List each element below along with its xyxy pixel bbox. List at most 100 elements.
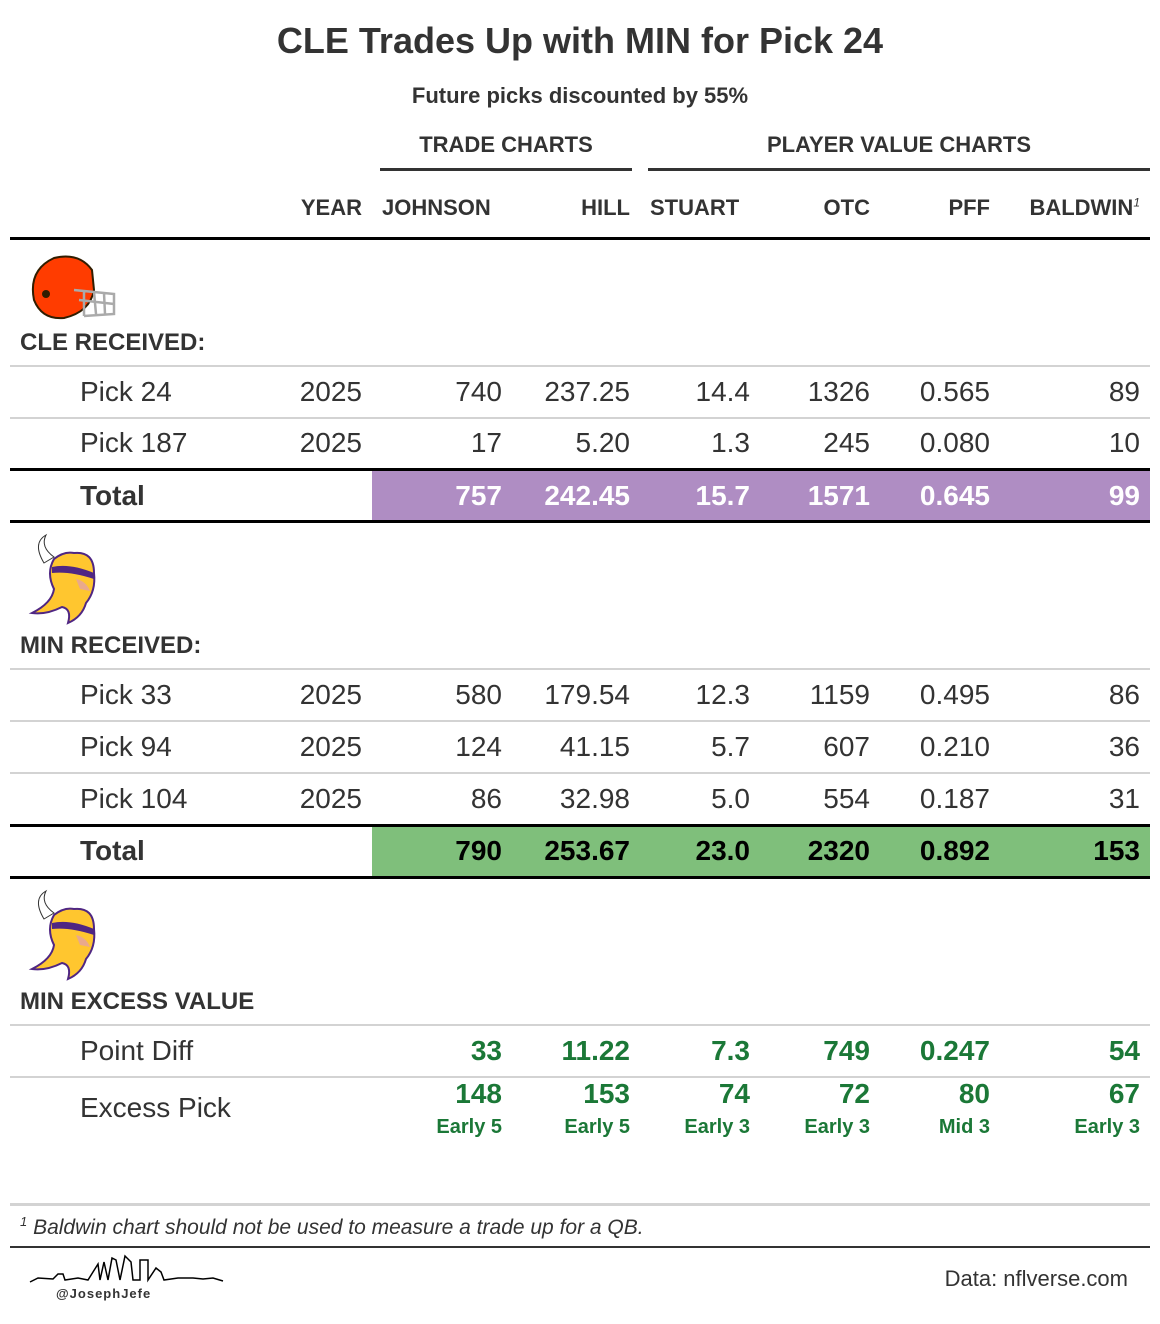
cell-johnson: 790 xyxy=(372,823,512,879)
cell-value: 74 xyxy=(718,1077,750,1109)
cell-value: 554 xyxy=(823,782,870,814)
cell-year: 2025 xyxy=(272,772,372,825)
cell-value: 1326 xyxy=(807,375,870,407)
cell-value: 54 xyxy=(1108,1034,1140,1066)
cell-value: 2025 xyxy=(299,679,362,710)
cell-stuart: 12.3 xyxy=(640,668,760,721)
cell-hill: 179.54 xyxy=(512,668,640,721)
cell-value: 148 xyxy=(455,1077,502,1109)
footnote: 1 Baldwin chart should not be used to me… xyxy=(10,1203,1150,1248)
cell-value: 31 xyxy=(1108,782,1140,814)
cell-stuart: 5.0 xyxy=(640,772,760,825)
cell-johnson: 86 xyxy=(372,772,512,825)
cell-label: Point Diff xyxy=(10,1023,272,1077)
skyline-logo xyxy=(29,1254,224,1283)
cell-hill: 32.98 xyxy=(512,772,640,825)
cell-otc: 1571 xyxy=(760,468,880,523)
table-row: Pick 104 2025 86 32.98 5.0 554 0.187 31 xyxy=(10,772,1150,825)
cell-value: Total xyxy=(80,479,145,511)
cell-value: 99 xyxy=(1108,479,1140,511)
cell-label: Excess Pick xyxy=(10,1075,272,1139)
cell-year xyxy=(272,823,372,879)
col-header-stuart: STUART xyxy=(640,190,760,240)
cell-value: 0.565 xyxy=(919,375,990,407)
cell-otc: 554 xyxy=(760,772,880,825)
cell-value: 2025 xyxy=(299,375,362,407)
cell-value: 1.3 xyxy=(711,427,750,459)
cell-pff: 0.080 xyxy=(880,416,1000,470)
cell-year: 2025 xyxy=(272,364,372,418)
cell-value: 242.45 xyxy=(544,479,630,511)
cell-value: 7.3 xyxy=(711,1034,750,1066)
cell-pff: 0.565 xyxy=(880,364,1000,418)
cell-otc: 245 xyxy=(760,416,880,470)
cell-value: 0.645 xyxy=(919,479,990,511)
cell-value: 32.98 xyxy=(559,782,630,814)
cell-year xyxy=(272,1075,372,1139)
cell-year: 2025 xyxy=(272,416,372,470)
author-handle: @JosephJefe xyxy=(56,1286,152,1301)
cell-johnson: 17 xyxy=(372,416,512,470)
vikings-logo-icon xyxy=(28,889,96,981)
table-row: Pick 24 2025 740 237.25 14.4 1326 0.565 89 xyxy=(10,364,1150,418)
col-header-otc: OTC xyxy=(760,190,880,240)
cell-value: 80 xyxy=(958,1077,990,1109)
cell-stuart: 1.3 xyxy=(640,416,760,470)
cell-value: 10 xyxy=(1108,427,1140,459)
cell-stuart: 7.3 xyxy=(640,1023,760,1077)
cell-johnson: 148 Early 5 xyxy=(372,1075,512,1139)
cell-pff: 80 Mid 3 xyxy=(880,1075,1000,1139)
cell-stuart: 14.4 xyxy=(640,364,760,418)
cell-year: 2025 xyxy=(272,668,372,721)
cell-value: 580 xyxy=(455,679,502,710)
cell-value: Excess Pick xyxy=(80,1092,231,1123)
total-row: Total 757 242.45 15.7 1571 0.645 99 xyxy=(10,468,1150,523)
cell-value: Pick 104 xyxy=(80,782,188,814)
col-header-hill: HILL xyxy=(512,190,640,240)
cell-value: 86 xyxy=(1108,679,1140,710)
cell-stuart: 15.7 xyxy=(640,468,760,523)
group-label: MIN RECEIVED: xyxy=(20,632,202,659)
cell-label: Total xyxy=(10,823,272,879)
cell-stuart: 74 Early 3 xyxy=(640,1075,760,1139)
team-logo xyxy=(10,877,1150,988)
excess-pick-round: Early 3 xyxy=(804,1115,870,1138)
col-header-johnson: JOHNSON xyxy=(372,190,512,240)
cell-value: 179.54 xyxy=(544,679,630,710)
table-row: Pick 33 2025 580 179.54 12.3 1159 0.495 86 xyxy=(10,668,1150,721)
cell-value: 757 xyxy=(455,479,502,511)
team-logo xyxy=(10,238,1150,329)
cell-baldwin: 31 xyxy=(1000,772,1150,825)
cell-value: 86 xyxy=(470,782,502,814)
cell-hill: 237.25 xyxy=(512,364,640,418)
cell-hill: 242.45 xyxy=(512,468,640,523)
cell-label: Pick 187 xyxy=(10,416,272,470)
cell-value: 14.4 xyxy=(695,375,751,407)
cell-value: 17 xyxy=(470,427,502,459)
cell-value: Point Diff xyxy=(80,1034,194,1066)
cell-value: Pick 24 xyxy=(80,375,172,407)
table-row: Pick 94 2025 124 41.15 5.7 607 0.210 36 xyxy=(10,720,1150,773)
cell-stuart: 23.0 xyxy=(640,823,760,879)
cell-baldwin: 86 xyxy=(1000,668,1150,721)
cell-baldwin: 54 xyxy=(1000,1023,1150,1077)
cell-value: 5.7 xyxy=(711,731,750,762)
browns-helmet-icon xyxy=(32,255,116,319)
cell-hill: 41.15 xyxy=(512,720,640,773)
cell-otc: 1159 xyxy=(760,668,880,721)
cell-value: 749 xyxy=(823,1034,870,1066)
group-label: CLE RECEIVED: xyxy=(20,328,206,356)
total-row: Total 790 253.67 23.0 2320 0.892 153 xyxy=(10,823,1150,879)
cell-label: Total xyxy=(10,468,272,523)
cell-value: 5.20 xyxy=(575,427,631,459)
cell-value: 12.3 xyxy=(695,679,751,710)
cell-label: Pick 24 xyxy=(10,364,272,418)
cell-year xyxy=(272,468,372,523)
cell-value: 5.0 xyxy=(711,782,750,814)
cell-value: 0.892 xyxy=(919,835,990,866)
cell-value: 2025 xyxy=(299,427,362,459)
cell-pff: 0.247 xyxy=(880,1023,1000,1077)
cell-value: 0.247 xyxy=(919,1034,990,1066)
cell-year xyxy=(272,1023,372,1077)
spanner-trade-charts: TRADE CHARTS xyxy=(380,132,632,171)
